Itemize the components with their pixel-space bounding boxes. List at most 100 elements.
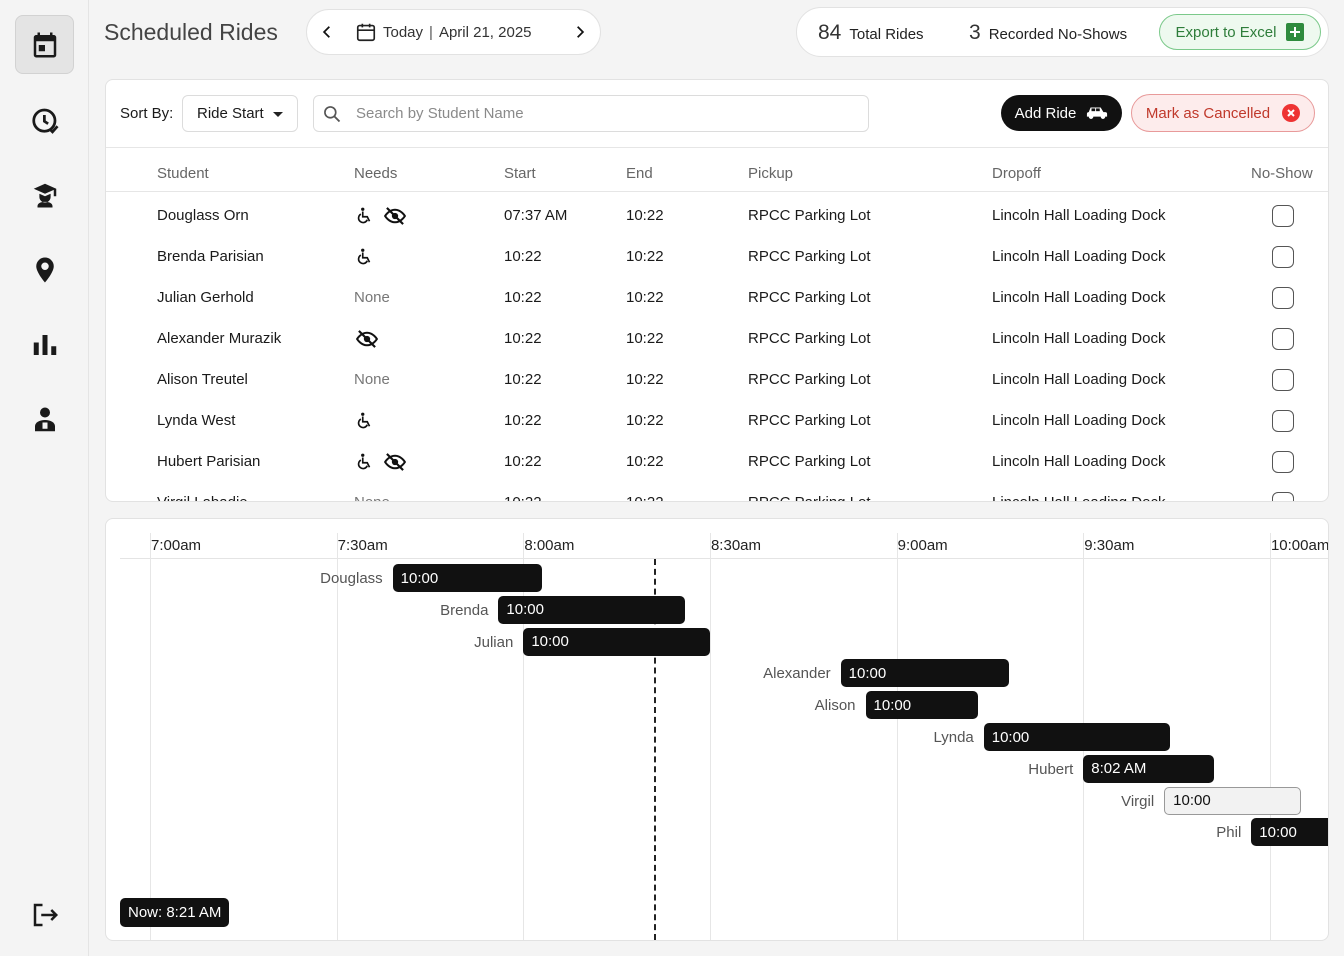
nav-students[interactable] [15,165,74,224]
nav-analytics[interactable] [15,315,74,374]
ride-bar[interactable]: 10:00 [1164,786,1302,815]
sort-label: Sort By: [120,105,174,122]
needs-cell [356,400,374,441]
date-display[interactable]: Today | April 21, 2025 [355,21,532,43]
start-time: 10:22 [504,248,542,265]
next-day-button[interactable] [560,9,600,55]
table-row[interactable]: Brenda Parisian 10:22 10:22 RPCC Parking Lo… [106,236,1328,277]
col-needs[interactable]: Needs [354,165,398,182]
start-time: 10:22 [504,371,542,388]
col-end[interactable]: End [626,165,653,182]
date-separator: | [429,23,433,41]
end-time: 10:22 [626,371,664,388]
timeline-gridline [336,533,338,940]
student-name: Brenda Parisian [157,248,264,265]
table-row[interactable]: Alison Treutel None 10:22 10:22 RPCC Parking… [106,359,1328,400]
needs-cell: None [354,289,390,306]
student-name: Virgil Labadie [157,482,248,501]
prev-day-button[interactable] [307,9,347,55]
nav-calendar[interactable] [15,15,74,74]
timeline-tick-label: 9:30am [1084,537,1135,554]
date-prefix: Today [383,23,424,41]
now-badge: Now: 8:21 AM [120,898,230,927]
ride-bar-label: Phil [1216,824,1242,842]
needs-cell [356,318,378,359]
end-time: 10:22 [626,330,664,347]
nav-history[interactable] [15,90,74,149]
no-show-checkbox[interactable] [1272,328,1294,350]
export-excel-button[interactable]: Export to Excel [1159,14,1321,50]
car-plus-icon [1087,107,1108,119]
col-start[interactable]: Start [504,165,536,182]
ride-bar[interactable]: 10:00 [523,627,710,656]
no-show-checkbox[interactable] [1272,410,1294,432]
table-row[interactable]: Virgil Labadie None 10:22 10:22 RPCC Parking… [106,482,1328,501]
timeline-tick-label: 10:00am [1270,537,1329,554]
table-header: Student Needs Start End Pickup Dropoff N… [106,147,1328,192]
no-show-checkbox[interactable] [1272,205,1294,227]
date-navigator: Today | April 21, 2025 [306,9,601,55]
ride-bar[interactable]: 10:00 [840,659,1009,688]
mark-cancelled-button[interactable]: Mark as Cancelled [1131,94,1315,132]
sort-select[interactable]: Ride Start [182,95,298,132]
needs-cell: None [354,371,390,388]
no-show-checkbox[interactable] [1272,451,1294,473]
nav-drivers[interactable] [15,390,74,449]
ride-bar-label: Julian [474,633,514,651]
timeline-gridline [709,533,711,940]
needs-cell [356,441,406,482]
calendar-small-icon [356,23,376,42]
needs-cell [356,236,374,277]
table-row[interactable]: Julian Gerhold None 10:22 10:22 RPCC Parking… [106,277,1328,318]
table-row[interactable]: Douglass Orn 07:37 AM 10:22 RPCC Parking Lo… [106,195,1328,236]
start-time: 07:37 AM [504,207,568,224]
timeline-axis-line [120,558,1328,559]
col-dropoff[interactable]: Dropoff [992,165,1041,182]
table-row[interactable]: Alexander Murazik 10:22 10:22 RPCC Parking … [106,318,1328,359]
col-pickup[interactable]: Pickup [748,165,794,182]
student-name: Alexander Murazik [157,330,282,347]
dropoff-location: Lincoln Hall Loading Dock [992,289,1166,306]
student-name: Douglass Orn [157,207,249,224]
dropoff-location: Lincoln Hall Loading Dock [992,412,1166,429]
dropoff-location: Lincoln Hall Loading Dock [992,248,1166,265]
analytics-icon [33,334,56,355]
add-ride-button[interactable]: Add Ride [1001,95,1122,131]
pickup-location: RPCC Parking Lot [748,371,871,388]
wheelchair-icon [357,248,371,264]
pickup-location: RPCC Parking Lot [748,412,871,429]
no-show-checkbox[interactable] [1272,287,1294,309]
start-time: 10:22 [504,482,542,501]
pickup-location: RPCC Parking Lot [748,453,871,470]
mark-cancelled-label: Mark as Cancelled [1145,104,1271,122]
start-time: 10:22 [504,330,542,347]
no-show-checkbox[interactable] [1272,246,1294,268]
ride-bar[interactable]: 10:00 [865,691,978,720]
no-shows-stat: 3 Recorded No-Shows [969,21,1127,45]
wheelchair-icon [357,453,371,469]
ride-bar[interactable]: 10:00 [498,595,686,624]
dropoff-location: Lincoln Hall Loading Dock [992,482,1165,501]
ride-bar[interactable]: 10:00 [392,564,542,592]
col-student[interactable]: Student [157,165,209,182]
ride-bar-label: Alexander [763,665,831,683]
pickup-location: RPCC Parking Lot [748,289,871,306]
ride-bar[interactable]: 8:02 AM [1083,754,1214,783]
no-show-checkbox[interactable] [1272,492,1294,501]
logout-button[interactable] [15,885,74,944]
search-input[interactable] [356,105,836,122]
col-no-show[interactable]: No-Show [1251,165,1313,182]
nav-locations[interactable] [15,240,74,299]
ride-bar-label: Virgil [1121,792,1155,810]
total-rides-count: 84 [818,21,842,44]
ride-bar-label: Douglass [320,570,383,587]
location-icon [35,257,54,282]
rides-table-card: Sort By: Ride Start Add Ride Mark as Can… [105,79,1329,502]
pickup-location: RPCC Parking Lot [748,207,871,224]
no-show-checkbox[interactable] [1272,369,1294,391]
ride-bar[interactable]: 10:00 [983,723,1171,751]
table-row[interactable]: Lynda West 10:22 10:22 RPCC Parking Lot Linc… [106,400,1328,441]
table-row[interactable]: Hubert Parisian 10:22 10:22 RPCC Parking Lo… [106,441,1328,482]
ride-bar[interactable]: 10:00 [1251,818,1328,847]
no-shows-count: 3 [969,21,981,44]
